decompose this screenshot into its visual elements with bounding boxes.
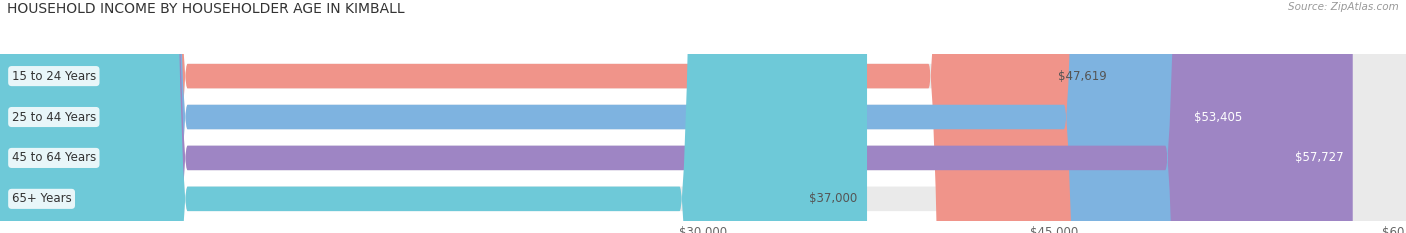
Text: $47,619: $47,619	[1057, 70, 1107, 82]
FancyBboxPatch shape	[0, 0, 1116, 233]
Text: 45 to 64 Years: 45 to 64 Years	[11, 151, 96, 164]
Text: $37,000: $37,000	[810, 192, 858, 205]
Text: $57,727: $57,727	[1295, 151, 1343, 164]
Text: 25 to 44 Years: 25 to 44 Years	[11, 110, 96, 123]
Text: HOUSEHOLD INCOME BY HOUSEHOLDER AGE IN KIMBALL: HOUSEHOLD INCOME BY HOUSEHOLDER AGE IN K…	[7, 2, 405, 16]
FancyBboxPatch shape	[0, 0, 1353, 233]
Text: Source: ZipAtlas.com: Source: ZipAtlas.com	[1288, 2, 1399, 12]
FancyBboxPatch shape	[0, 0, 1251, 233]
Text: 65+ Years: 65+ Years	[11, 192, 72, 205]
Text: 15 to 24 Years: 15 to 24 Years	[11, 70, 96, 82]
Text: $53,405: $53,405	[1194, 110, 1241, 123]
FancyBboxPatch shape	[0, 0, 868, 233]
